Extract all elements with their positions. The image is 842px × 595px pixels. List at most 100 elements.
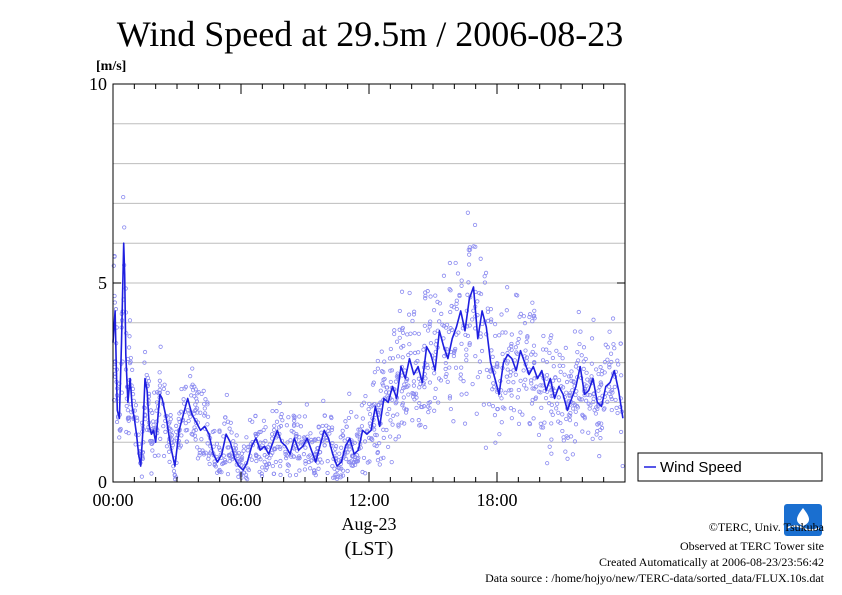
data-point: [540, 358, 546, 363]
data-point: [337, 451, 342, 456]
data-point: [567, 413, 573, 419]
data-point: [184, 439, 189, 444]
data-point: [516, 387, 521, 393]
data-point: [381, 455, 386, 460]
data-point: [544, 376, 549, 381]
data-point: [294, 433, 299, 438]
data-point: [499, 420, 504, 425]
data-point: [423, 376, 428, 381]
data-point: [244, 475, 249, 480]
data-point: [545, 461, 550, 466]
data-point: [286, 463, 291, 468]
data-point: [515, 340, 520, 346]
data-point: [441, 273, 447, 278]
data-point: [222, 421, 227, 426]
data-point: [421, 347, 426, 352]
data-point: [325, 459, 330, 464]
data-point: [432, 395, 437, 401]
data-point: [550, 355, 555, 361]
data-point: [286, 415, 291, 420]
data-point: [566, 374, 572, 379]
data-point: [462, 421, 468, 426]
data-point: [331, 475, 336, 480]
data-point: [316, 466, 321, 471]
data-point: [274, 409, 279, 414]
data-point: [386, 444, 391, 450]
data-point: [406, 392, 411, 397]
data-point: [589, 336, 595, 341]
data-point: [381, 370, 386, 375]
data-point: [125, 408, 130, 413]
data-point: [490, 354, 495, 359]
data-point: [565, 435, 570, 440]
data-point: [253, 452, 259, 457]
data-point: [293, 472, 299, 478]
data-point: [207, 461, 212, 467]
data-point: [557, 363, 562, 368]
data-point: [609, 407, 614, 413]
data-point: [360, 469, 365, 475]
data-point: [602, 370, 607, 375]
data-point: [544, 359, 549, 365]
data-point: [509, 387, 514, 393]
y-tick-label: 5: [98, 273, 107, 293]
data-point: [303, 445, 308, 450]
data-point: [202, 413, 207, 418]
data-point: [375, 450, 381, 455]
data-point: [513, 372, 518, 377]
data-point: [427, 324, 432, 329]
data-point: [477, 369, 482, 375]
data-point: [394, 374, 399, 379]
data-point: [168, 417, 173, 422]
data-point: [428, 319, 433, 324]
data-point: [401, 395, 406, 400]
data-point: [399, 345, 404, 350]
data-point: [347, 447, 352, 452]
data-point: [273, 459, 278, 465]
data-point: [451, 305, 456, 310]
data-point: [584, 370, 589, 375]
data-point: [499, 312, 504, 317]
data-point: [198, 410, 203, 415]
data-point: [127, 334, 132, 339]
data-point: [212, 461, 217, 467]
data-point: [370, 437, 375, 442]
data-point: [459, 278, 464, 283]
data-point: [202, 401, 207, 407]
data-point: [478, 256, 483, 261]
data-point: [481, 402, 486, 407]
data-point: [475, 299, 480, 304]
data-point: [358, 427, 363, 432]
data-point: [495, 407, 500, 412]
data-point: [192, 433, 198, 438]
data-point: [449, 303, 454, 309]
data-point: [428, 341, 434, 346]
data-point: [128, 355, 133, 361]
data-point: [464, 391, 469, 396]
data-point: [467, 342, 472, 347]
data-point: [417, 385, 422, 390]
data-point: [615, 410, 620, 416]
data-point: [167, 449, 172, 454]
data-point: [292, 414, 297, 419]
data-point: [487, 402, 492, 407]
data-point: [262, 453, 267, 458]
data-point: [262, 459, 267, 464]
data-point: [605, 399, 610, 404]
data-point: [497, 333, 502, 338]
data-point: [576, 358, 581, 363]
data-point: [347, 391, 352, 396]
data-point: [527, 421, 532, 426]
data-point: [403, 410, 409, 415]
data-point: [328, 414, 334, 419]
data-point: [422, 323, 427, 328]
data-point: [571, 379, 576, 385]
data-point: [554, 348, 559, 353]
data-point: [190, 382, 195, 387]
data-point: [392, 328, 397, 333]
data-point: [467, 252, 472, 257]
data-point: [225, 471, 231, 477]
data-point: [374, 433, 379, 438]
data-point: [538, 421, 543, 426]
